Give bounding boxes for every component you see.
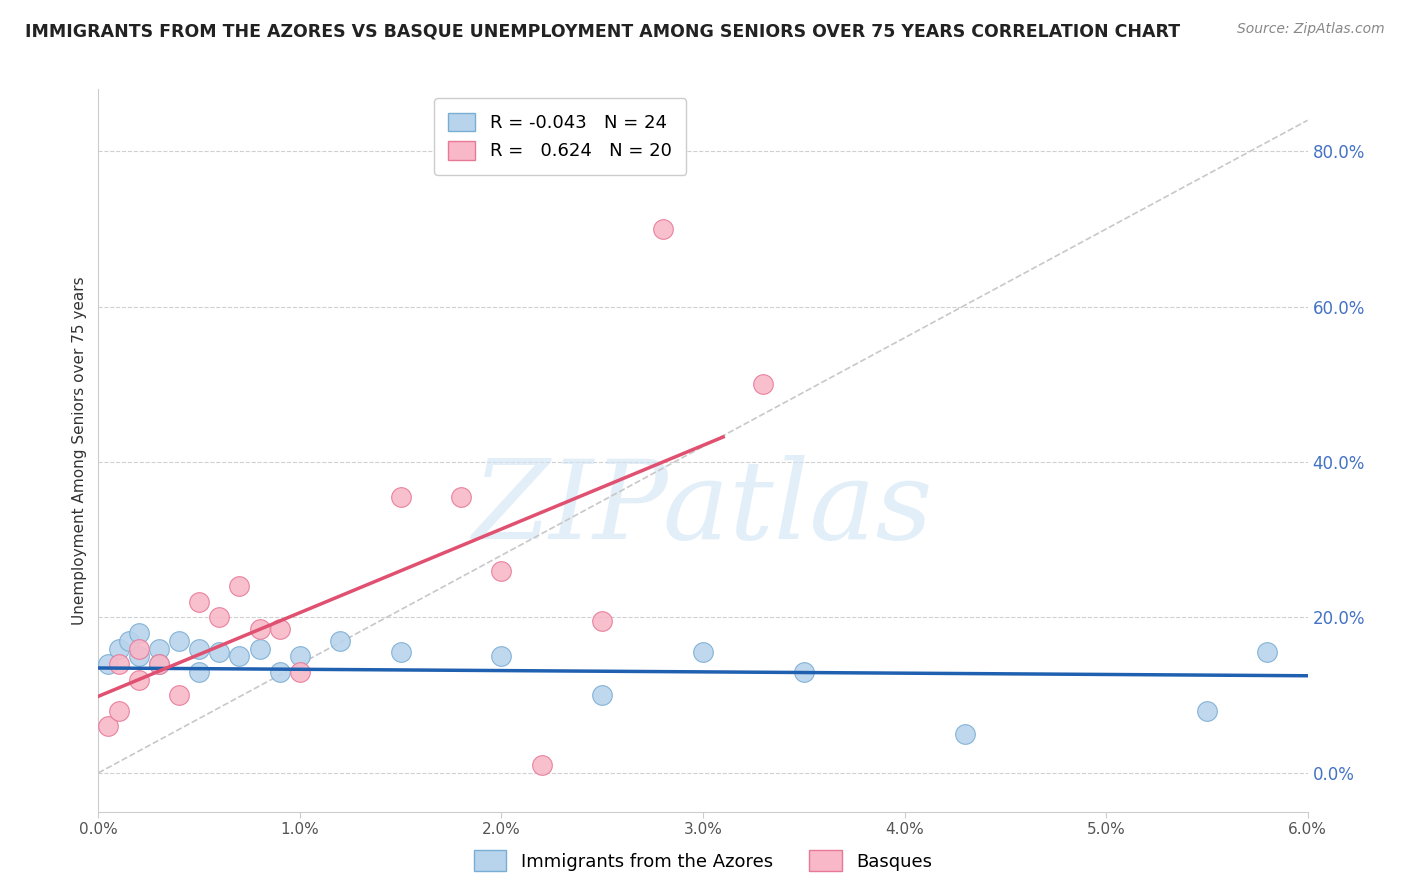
Point bbox=[148, 657, 170, 672]
Point bbox=[107, 641, 129, 656]
Point bbox=[249, 641, 271, 656]
Point bbox=[128, 649, 150, 664]
Legend: Immigrants from the Azores, Basques: Immigrants from the Azores, Basques bbox=[467, 843, 939, 879]
Point bbox=[953, 727, 976, 741]
Point bbox=[591, 688, 613, 702]
Point bbox=[269, 665, 291, 679]
Point bbox=[389, 645, 412, 659]
Point bbox=[651, 222, 673, 236]
Text: IMMIGRANTS FROM THE AZORES VS BASQUE UNEMPLOYMENT AMONG SENIORS OVER 75 YEARS CO: IMMIGRANTS FROM THE AZORES VS BASQUE UNE… bbox=[25, 22, 1181, 40]
Point bbox=[692, 645, 714, 659]
Point bbox=[148, 657, 170, 672]
Point bbox=[97, 657, 120, 672]
Point bbox=[208, 610, 231, 624]
Point bbox=[128, 641, 150, 656]
Text: ZIPatlas: ZIPatlas bbox=[472, 455, 934, 562]
Point bbox=[107, 704, 129, 718]
Point bbox=[188, 595, 211, 609]
Point bbox=[491, 649, 513, 664]
Point bbox=[530, 758, 553, 772]
Point bbox=[167, 633, 190, 648]
Point bbox=[208, 645, 231, 659]
Point bbox=[1256, 645, 1278, 659]
Point bbox=[793, 665, 815, 679]
Point bbox=[752, 377, 775, 392]
Text: Source: ZipAtlas.com: Source: ZipAtlas.com bbox=[1237, 22, 1385, 37]
Point bbox=[591, 615, 613, 629]
Y-axis label: Unemployment Among Seniors over 75 years: Unemployment Among Seniors over 75 years bbox=[72, 277, 87, 624]
Point bbox=[228, 649, 250, 664]
Point bbox=[491, 564, 513, 578]
Point bbox=[107, 657, 129, 672]
Legend: R = -0.043   N = 24, R =   0.624   N = 20: R = -0.043 N = 24, R = 0.624 N = 20 bbox=[434, 98, 686, 175]
Point bbox=[97, 719, 120, 733]
Point bbox=[389, 490, 412, 504]
Point bbox=[288, 649, 311, 664]
Point bbox=[228, 579, 250, 593]
Point bbox=[188, 641, 211, 656]
Point bbox=[269, 622, 291, 636]
Point bbox=[148, 641, 170, 656]
Point bbox=[450, 490, 472, 504]
Point bbox=[188, 665, 211, 679]
Point bbox=[128, 673, 150, 687]
Point bbox=[329, 633, 352, 648]
Point bbox=[288, 665, 311, 679]
Point bbox=[249, 622, 271, 636]
Point bbox=[1195, 704, 1218, 718]
Point bbox=[167, 688, 190, 702]
Point bbox=[118, 633, 141, 648]
Point bbox=[128, 626, 150, 640]
